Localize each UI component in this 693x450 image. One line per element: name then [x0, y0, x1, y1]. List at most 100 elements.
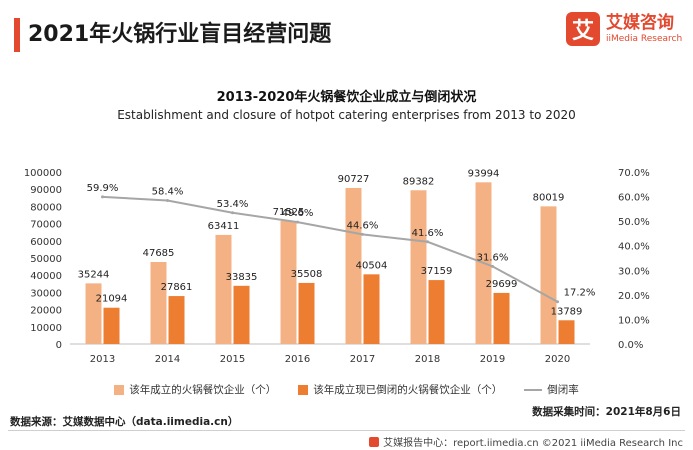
right-axis-tick-label: 50.0%: [618, 217, 650, 228]
bar-established: [345, 187, 362, 344]
x-axis-tick-label: 2018: [415, 354, 440, 365]
rate-point: [361, 232, 364, 236]
logo-en-text: iiMedia Research: [606, 34, 683, 44]
x-axis-tick-label: 2020: [545, 354, 570, 365]
data-source: 数据来源：艾媒数据中心（data.iimedia.cn）: [10, 416, 239, 428]
data-label-established: 71525: [273, 207, 305, 218]
data-label-closed: 40504: [356, 260, 388, 271]
data-label-closed: 13789: [551, 306, 583, 317]
right-axis-tick-label: 20.0%: [618, 291, 650, 302]
footer-divider: [8, 430, 685, 431]
data-label-closed: 37159: [421, 266, 453, 277]
rate-label: 53.4%: [217, 199, 249, 210]
bar-established: [280, 220, 297, 344]
bar-established: [540, 206, 557, 344]
footer: 艾媒报告中心：report.iimedia.cn ©2021 iiMedia R…: [369, 434, 683, 449]
x-axis-tick-label: 2019: [480, 354, 505, 365]
bar-closed: [298, 282, 315, 344]
legend-label-rate: 倒闭率: [547, 384, 579, 396]
bar-established: [85, 283, 102, 344]
x-axis-tick-label: 2013: [90, 354, 115, 365]
bar-closed: [103, 307, 120, 344]
bar-closed: [493, 292, 510, 344]
data-label-established: 90727: [338, 174, 370, 185]
legend-item-rate: 倒闭率: [524, 382, 579, 397]
data-label-closed: 27861: [161, 282, 193, 293]
legend-swatch-rate: [524, 388, 543, 391]
chart-legend: 该年成立的火锅餐饮企业（个） 该年成立现已倒闭的火锅餐饮企业（个） 倒闭率: [0, 382, 693, 397]
left-axis-tick-label: 0: [56, 340, 62, 351]
left-axis-tick-label: 40000: [30, 271, 62, 282]
collect-date: 数据采集时间：2021年8月6日: [532, 406, 681, 418]
rate-point: [296, 220, 299, 224]
rate-label: 59.9%: [87, 183, 119, 194]
rate-label: 58.4%: [152, 187, 184, 198]
bar-closed: [233, 285, 250, 344]
left-axis-tick-label: 90000: [30, 185, 62, 196]
left-axis-tick-label: 80000: [30, 202, 62, 213]
right-axis-tick-label: 60.0%: [618, 193, 650, 204]
bar-closed: [363, 274, 380, 344]
bar-closed: [428, 280, 445, 344]
rate-point: [231, 211, 234, 215]
data-label-closed: 35508: [291, 269, 323, 280]
right-axis-tick-label: 70.0%: [618, 168, 650, 179]
legend-swatch-established: [114, 384, 125, 395]
data-label-closed: 21094: [96, 294, 128, 305]
left-axis-tick-label: 50000: [30, 254, 62, 265]
x-axis-tick-label: 2016: [285, 354, 310, 365]
left-axis-tick-label: 70000: [30, 220, 62, 231]
logo-icon: 艾: [566, 12, 600, 46]
report-center-icon: [369, 436, 380, 447]
data-label-established: 93994: [468, 168, 500, 179]
footer-text: 艾媒报告中心：report.iimedia.cn ©2021 iiMedia R…: [383, 438, 683, 449]
data-label-closed: 29699: [486, 279, 518, 290]
x-axis-tick-label: 2015: [220, 354, 245, 365]
rate-label: 44.6%: [347, 220, 379, 231]
right-axis-tick-label: 40.0%: [618, 242, 650, 253]
chart-subtitle: Establishment and closure of hotpot cate…: [117, 108, 576, 122]
bar-established: [215, 234, 232, 344]
right-axis-tick-label: 10.0%: [618, 315, 650, 326]
bar-established: [150, 261, 167, 344]
rate-point: [166, 199, 169, 203]
rate-point: [556, 300, 559, 304]
data-label-closed: 33835: [226, 272, 258, 283]
left-axis-tick-label: 20000: [30, 306, 62, 317]
data-label-established: 80019: [533, 192, 565, 203]
legend-item-established: 该年成立的火锅餐饮企业（个）: [114, 382, 276, 397]
rate-line: [102, 195, 558, 303]
title-accent-bar: [14, 18, 20, 52]
legend-label-closed: 该年成立现已倒闭的火锅餐饮企业（个）: [313, 384, 503, 396]
right-axis-tick-label: 30.0%: [618, 266, 650, 277]
data-label-established: 89382: [403, 176, 435, 187]
logo-cn-text: 艾媒咨询: [606, 13, 674, 33]
data-label-established: 63411: [208, 221, 240, 232]
legend-item-closed: 该年成立现已倒闭的火锅餐饮企业（个）: [298, 382, 502, 397]
rate-label: 31.6%: [477, 252, 509, 263]
left-axis-tick-label: 30000: [30, 288, 62, 299]
legend-label-established: 该年成立的火锅餐饮企业（个）: [129, 384, 277, 396]
data-label-established: 35244: [78, 269, 110, 280]
rate-point: [491, 264, 494, 268]
x-axis-tick-label: 2014: [155, 354, 180, 365]
chart-title: 2013-2020年火锅餐饮企业成立与倒闭状况: [216, 90, 477, 105]
left-axis-tick-label: 100000: [24, 168, 62, 179]
data-label-established: 47685: [143, 248, 175, 259]
legend-swatch-closed: [298, 384, 309, 395]
rate-label: 41.6%: [412, 228, 444, 239]
rate-label: 17.2%: [564, 288, 596, 299]
rate-label: 49.6%: [282, 208, 314, 219]
rate-point: [426, 240, 429, 244]
left-axis-tick-label: 60000: [30, 237, 62, 248]
bar-closed: [558, 320, 575, 344]
bar-established: [410, 190, 427, 344]
bar-closed: [168, 296, 185, 344]
page-title: 2021年火锅行业盲目经营问题: [28, 22, 332, 47]
rate-point: [101, 195, 104, 199]
x-axis-tick-label: 2017: [350, 354, 375, 365]
right-axis-tick-label: 0.0%: [618, 340, 643, 351]
left-axis-tick-label: 10000: [30, 323, 62, 334]
brand-logo: 艾 艾媒咨询 iiMedia Research: [566, 12, 682, 46]
